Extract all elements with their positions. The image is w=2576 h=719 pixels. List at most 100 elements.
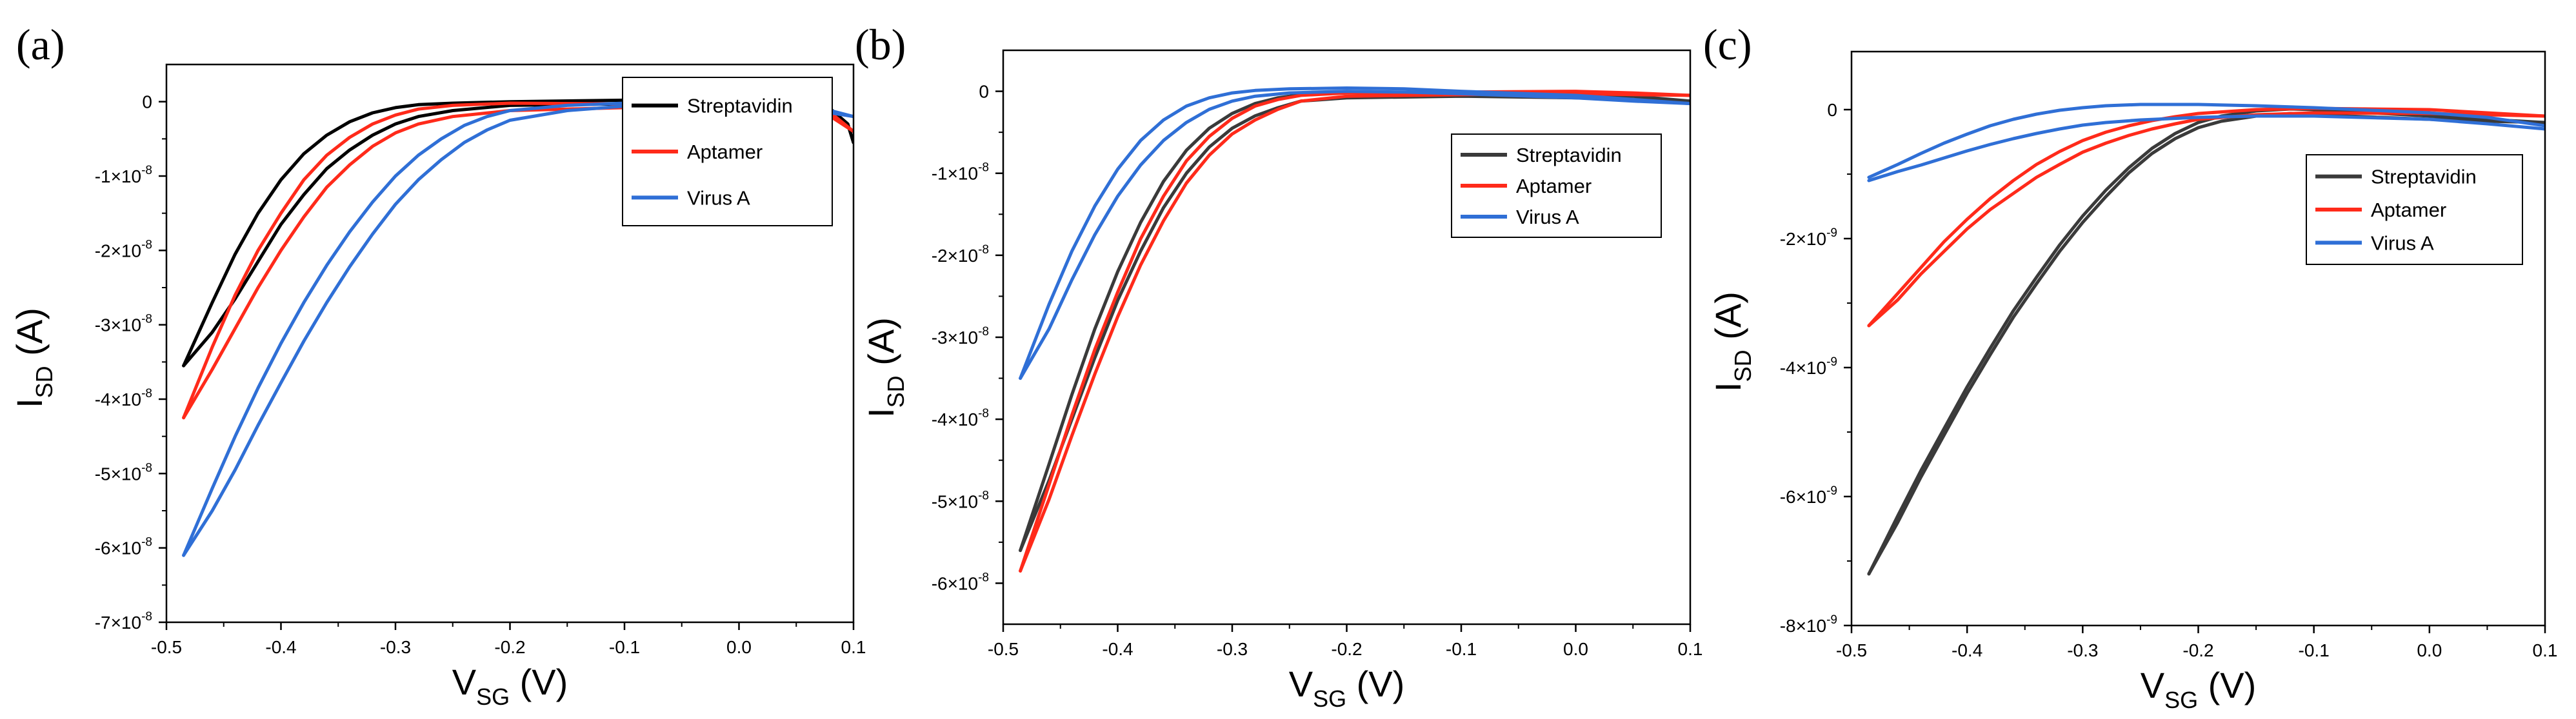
y-tick-mantissa: -3×10 — [95, 315, 141, 335]
series-streptavidin-backward-line — [1019, 94, 1690, 553]
y-tick-label: -4×10-8 — [95, 387, 152, 409]
y-tick-label: -1×10-8 — [932, 161, 989, 184]
y-tick-exponent: -9 — [1826, 484, 1837, 498]
y-tick-label: -1×10-8 — [95, 164, 152, 186]
x-tick-label: 0.1 — [1678, 639, 1703, 659]
y-tick-exponent: -8 — [978, 489, 989, 502]
x-axis-label: VSG (V) — [2141, 665, 2257, 713]
x-axis-label: VSG (V) — [1289, 664, 1405, 712]
y-tick-mantissa: -8×10 — [1780, 616, 1826, 636]
legend-label: Streptavidin — [1516, 144, 1622, 166]
x-tick-label: -0.5 — [1836, 640, 1867, 660]
legend: Streptavidin Aptamer Virus A — [2306, 154, 2523, 265]
x-tick-label: -0.1 — [2299, 640, 2330, 660]
x-tick-label: 0.1 — [841, 637, 866, 657]
chart-panel-a: (a)-0.5 -0.4 -0.3 -0.2 -0.1 0.0 0.10-1×10-8-2×… — [9, 20, 866, 710]
y-axis-label-subscript: SD — [1730, 350, 1756, 382]
series-virus-a-backward-line — [1867, 114, 2545, 182]
y-tick-mantissa: 0 — [1827, 100, 1837, 120]
legend-label: Aptamer — [1516, 175, 1592, 197]
y-tick-label: -6×10-8 — [95, 536, 152, 558]
y-tick-exponent: -8 — [978, 243, 989, 257]
plot-area — [1019, 86, 1690, 573]
x-tick-label: -0.5 — [151, 637, 182, 657]
y-axis-label: ISD (A) — [1708, 291, 1756, 392]
x-axis-label-symbol: V — [452, 662, 477, 702]
x-tick-label: -0.2 — [2182, 640, 2213, 660]
x-tick-label: -0.3 — [1217, 639, 1248, 659]
x-axis-label-unit: (V) — [1346, 664, 1404, 704]
x-tick-label: 0.0 — [1563, 639, 1588, 659]
y-tick-label: 0 — [142, 92, 152, 112]
x-tick-label: 0.0 — [2417, 640, 2442, 660]
x-axis-label: VSG (V) — [452, 662, 568, 710]
legend: Streptavidin Aptamer Virus A — [1451, 133, 1662, 238]
y-tick-mantissa: -1×10 — [932, 164, 978, 184]
x-axis-label-subscript: SG — [1313, 685, 1346, 712]
y-tick-label: -6×10-8 — [932, 571, 989, 593]
chart-panel-c: (c)-0.5 -0.4 -0.3 -0.2 -0.1 0.0 0.10-2×10-9-4×… — [1703, 20, 2557, 713]
series-aptamer-backward-line — [1867, 111, 2545, 328]
x-tick-label: -0.3 — [380, 637, 411, 657]
y-tick-label: -2×10-8 — [95, 238, 152, 261]
y-tick-mantissa: -6×10 — [932, 573, 978, 593]
y-axis-label-subscript: SD — [31, 366, 57, 398]
legend-label: Virus A — [687, 186, 750, 209]
x-tick-label: -0.1 — [1446, 639, 1477, 659]
x-axis-label-unit: (V) — [2198, 665, 2256, 705]
legend-box — [622, 77, 833, 226]
y-tick-exponent: -8 — [978, 161, 989, 175]
y-tick-mantissa: -2×10 — [95, 241, 141, 261]
y-tick-exponent: -8 — [978, 407, 989, 420]
x-axis-label-subscript: SG — [2164, 687, 2198, 713]
y-tick-exponent: -8 — [141, 313, 152, 326]
y-tick-label: -2×10-8 — [932, 243, 989, 266]
y-axis-label: ISD (A) — [861, 317, 909, 418]
panel-label: (b) — [855, 20, 906, 69]
y-tick-exponent: -9 — [1826, 226, 1837, 240]
y-tick-label: -3×10-8 — [932, 325, 989, 348]
x-tick-label: 0.0 — [726, 637, 752, 657]
y-axis-label-unit: (A) — [861, 317, 901, 375]
y-tick-exponent: -9 — [1826, 613, 1837, 627]
panel-label: (a) — [16, 20, 65, 69]
y-axis-label: ISD (A) — [9, 308, 57, 408]
y-tick-mantissa: -1×10 — [95, 166, 141, 186]
plot-area — [1867, 103, 2545, 576]
y-axis-label-symbol: I — [1708, 382, 1748, 392]
chart-panel-b: (b)-0.5 -0.4 -0.3 -0.2 -0.1 0.0 0.10-1×10-8-2×… — [855, 20, 1702, 712]
y-tick-mantissa: -4×10 — [1780, 358, 1826, 378]
x-axis-label-unit: (V) — [510, 662, 568, 702]
y-tick-exponent: -9 — [1826, 355, 1837, 369]
y-tick-mantissa: -5×10 — [95, 464, 141, 484]
y-axis-label-unit: (A) — [9, 308, 50, 366]
y-tick-mantissa: -6×10 — [95, 538, 141, 558]
series-virus-a-forward-line — [1867, 103, 2545, 179]
y-tick-label: 0 — [1827, 100, 1837, 120]
y-tick-label: -8×10-9 — [1780, 613, 1837, 636]
y-tick-label: -2×10-9 — [1780, 226, 1837, 249]
x-tick-label: -0.3 — [2067, 640, 2098, 660]
y-tick-exponent: -8 — [141, 387, 152, 400]
legend-label: Virus A — [2371, 231, 2434, 254]
y-tick-mantissa: -4×10 — [932, 409, 978, 429]
y-tick-exponent: -8 — [141, 164, 152, 177]
y-tick-exponent: -8 — [141, 461, 152, 475]
legend-label: Streptavidin — [687, 95, 793, 117]
panel-label: (c) — [1703, 20, 1752, 69]
x-tick-label: 0.1 — [2533, 640, 2558, 660]
x-axis-label-symbol: V — [2141, 665, 2165, 705]
y-tick-mantissa: -6×10 — [1780, 487, 1826, 507]
x-tick-label: -0.2 — [494, 637, 525, 657]
x-axis-label-subscript: SG — [476, 684, 510, 710]
y-tick-label: 0 — [979, 82, 989, 102]
y-tick-exponent: -8 — [978, 571, 989, 584]
x-tick-label: -0.4 — [1102, 639, 1133, 659]
y-tick-label: -4×10-9 — [1780, 355, 1837, 378]
y-tick-mantissa: -7×10 — [95, 613, 141, 633]
legend-label: Aptamer — [2371, 199, 2446, 221]
x-tick-label: -0.5 — [988, 639, 1019, 659]
y-axis-label-unit: (A) — [1708, 291, 1748, 350]
x-tick-label: -0.1 — [609, 637, 640, 657]
